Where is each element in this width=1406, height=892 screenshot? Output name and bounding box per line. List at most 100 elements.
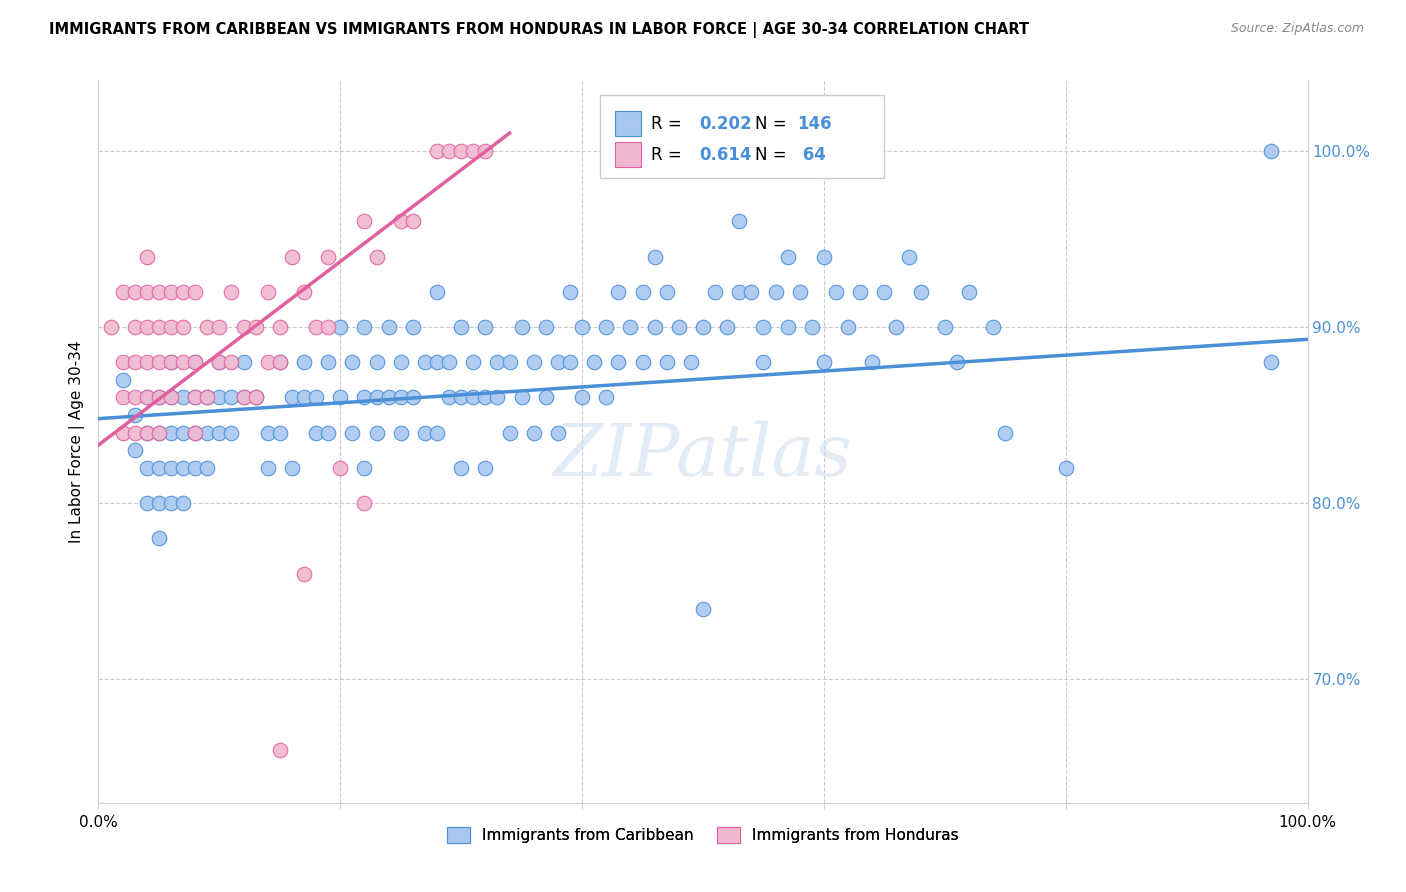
Point — [305, 425, 328, 440]
Point — [583, 355, 606, 369]
Point — [655, 355, 678, 369]
Text: N =: N = — [755, 115, 792, 133]
Point — [124, 285, 146, 299]
Point — [124, 443, 146, 458]
Point — [716, 320, 738, 334]
Bar — [600, 95, 884, 178]
Point — [160, 355, 183, 369]
Point — [402, 320, 425, 334]
Point — [269, 320, 291, 334]
Point — [124, 425, 146, 440]
Point — [245, 391, 267, 405]
Point — [208, 320, 231, 334]
Point — [342, 425, 364, 440]
Point — [498, 425, 520, 440]
Point — [135, 391, 157, 405]
Point — [221, 355, 243, 369]
Point — [463, 391, 485, 405]
Point — [269, 425, 291, 440]
Point — [256, 425, 278, 440]
Point — [292, 566, 315, 581]
Point — [135, 320, 157, 334]
Point — [221, 285, 243, 299]
Point — [366, 391, 388, 405]
Point — [195, 320, 218, 334]
Point — [402, 214, 425, 228]
Point — [195, 461, 218, 475]
Point — [510, 391, 533, 405]
Point — [534, 320, 557, 334]
Point — [148, 425, 170, 440]
Point — [160, 391, 183, 405]
Point — [172, 425, 194, 440]
Point — [172, 355, 194, 369]
Point — [148, 391, 170, 405]
Text: 146: 146 — [797, 115, 832, 133]
Point — [389, 425, 412, 440]
Point — [631, 355, 654, 369]
Point — [148, 425, 170, 440]
Point — [111, 391, 134, 405]
Point — [534, 391, 557, 405]
Point — [148, 461, 170, 475]
Point — [558, 285, 581, 299]
Point — [437, 355, 460, 369]
Bar — [614, 142, 641, 167]
Point — [523, 425, 546, 440]
Point — [148, 285, 170, 299]
Point — [195, 425, 218, 440]
Point — [619, 320, 641, 334]
Point — [837, 320, 859, 334]
Point — [124, 391, 146, 405]
Point — [135, 250, 157, 264]
Point — [135, 425, 157, 440]
Point — [316, 425, 339, 440]
Point — [366, 425, 388, 440]
Point — [184, 391, 207, 405]
Point — [124, 408, 146, 422]
Point — [825, 285, 848, 299]
Point — [426, 355, 449, 369]
Point — [437, 144, 460, 158]
Point — [329, 320, 352, 334]
Point — [100, 320, 122, 334]
Y-axis label: In Labor Force | Age 30-34: In Labor Force | Age 30-34 — [69, 340, 84, 543]
Point — [135, 355, 157, 369]
Point — [607, 285, 630, 299]
Point — [437, 391, 460, 405]
Point — [329, 391, 352, 405]
Text: 64: 64 — [797, 145, 827, 163]
Point — [148, 496, 170, 510]
Point — [172, 285, 194, 299]
Point — [486, 355, 509, 369]
Point — [1054, 461, 1077, 475]
Point — [450, 391, 472, 405]
Point — [981, 320, 1004, 334]
Point — [232, 391, 254, 405]
Point — [994, 425, 1017, 440]
Point — [353, 461, 375, 475]
Point — [184, 391, 207, 405]
Point — [728, 214, 751, 228]
Point — [245, 391, 267, 405]
Point — [366, 355, 388, 369]
Point — [426, 425, 449, 440]
Point — [342, 355, 364, 369]
Point — [281, 391, 304, 405]
Point — [305, 320, 328, 334]
Point — [269, 355, 291, 369]
Point — [934, 320, 956, 334]
Point — [450, 144, 472, 158]
Text: R =: R = — [651, 145, 688, 163]
Point — [124, 355, 146, 369]
Point — [256, 461, 278, 475]
Point — [752, 355, 775, 369]
Point — [148, 355, 170, 369]
Point — [668, 320, 690, 334]
Point — [221, 391, 243, 405]
Point — [316, 250, 339, 264]
Point — [426, 144, 449, 158]
Point — [184, 425, 207, 440]
Point — [655, 285, 678, 299]
Point — [704, 285, 727, 299]
